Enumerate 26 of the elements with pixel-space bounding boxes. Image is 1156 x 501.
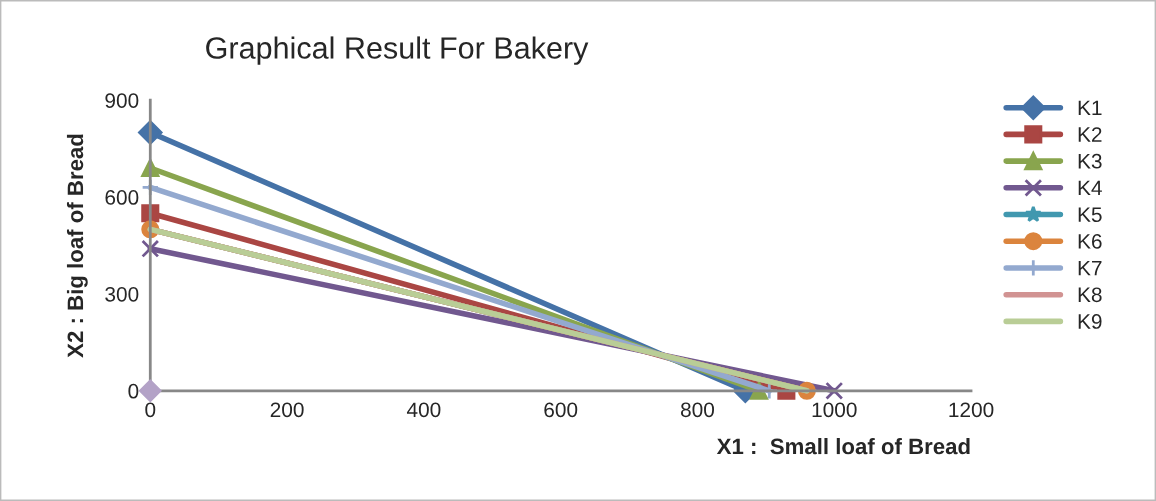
x-tick-label: 800: [680, 402, 715, 418]
legend-label: K3: [1078, 153, 1102, 169]
x-tick-label: 400: [406, 402, 441, 418]
legend-label: K2: [1078, 127, 1102, 142]
x-tick-label: 1000: [812, 402, 857, 418]
legend-label: K7: [1078, 260, 1102, 276]
legend-label: K6: [1078, 233, 1102, 249]
legend-label: K8: [1078, 287, 1102, 303]
x-axis-title: X1 : Small loaf of Bread: [716, 437, 970, 455]
point: [141, 239, 160, 258]
x-tick-label: 0: [145, 402, 156, 418]
x-tick-label: 1200: [949, 402, 994, 418]
legend-label: K5: [1078, 207, 1102, 223]
y-tick-label: 600: [105, 190, 139, 205]
y-axis-title: X2 : Big loaf of Bread: [66, 134, 88, 358]
y-tick-label: 300: [105, 286, 139, 302]
point: [138, 379, 162, 403]
y-tick-label: 900: [105, 93, 139, 108]
x-tick-label: 200: [270, 402, 304, 418]
point: [825, 381, 844, 400]
chart-title: Graphical Result For Bakery: [206, 36, 589, 65]
y-tick-label: 0: [128, 383, 139, 399]
legend-label: K1: [1078, 100, 1102, 115]
x-tick-label: 600: [544, 402, 578, 418]
legend-label: K9: [1078, 314, 1102, 329]
legend-label: K4: [1078, 180, 1102, 196]
